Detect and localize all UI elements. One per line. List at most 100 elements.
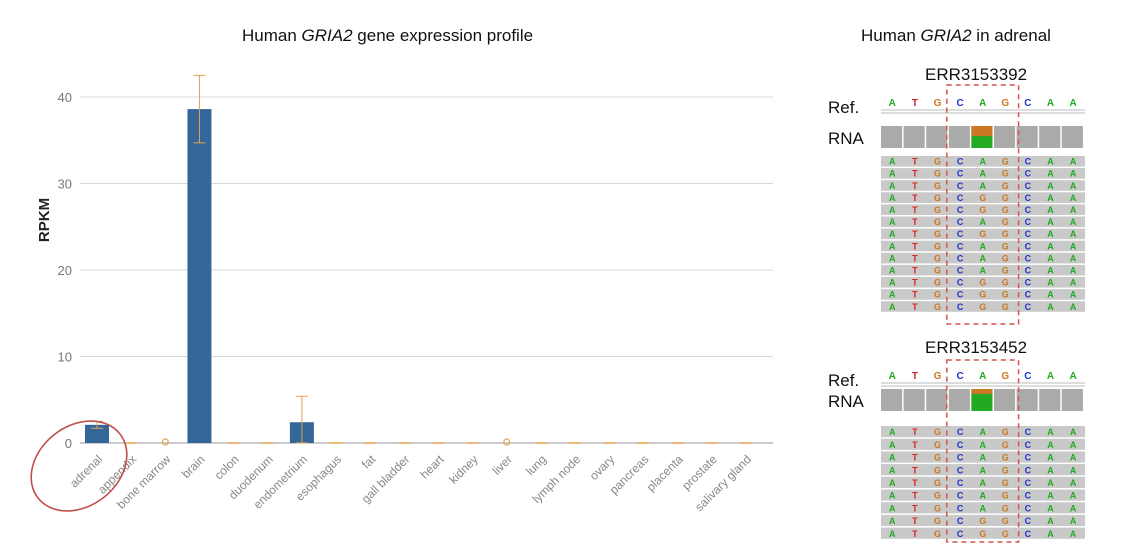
left-title-gene: GRIA2 <box>301 26 353 45</box>
read-base: G <box>1002 516 1009 526</box>
read-base: G <box>1002 491 1009 501</box>
coverage-bar <box>1039 389 1061 411</box>
read-base: G <box>979 229 986 239</box>
read-row <box>881 228 1085 240</box>
read-base: C <box>957 453 964 463</box>
read-base: A <box>1047 266 1054 276</box>
ref-base: A <box>889 371 896 382</box>
bar-liver <box>503 438 511 446</box>
bar-adrenal <box>85 424 109 443</box>
read-base: C <box>957 516 964 526</box>
alignment-track: A T G C A G C A AA T G C A G C A AA T G C A G C A AA T G C A G C A AA T G C… <box>881 84 1085 325</box>
read-base: A <box>889 440 896 450</box>
read-base: C <box>1025 217 1032 227</box>
read-base: C <box>1025 453 1032 463</box>
read-base: A <box>889 205 896 215</box>
read-base: T <box>912 440 918 450</box>
read-base: A <box>1047 453 1054 463</box>
read-base: G <box>979 290 986 300</box>
coverage-snp-G <box>971 126 993 137</box>
read-base: G <box>934 193 941 203</box>
coverage-snp-G <box>971 389 993 394</box>
read-base: C <box>957 217 964 227</box>
read-base: C <box>957 440 964 450</box>
read-base: C <box>1025 169 1032 179</box>
y-axis-label: RPKM <box>36 198 53 242</box>
read-base: A <box>1070 302 1077 312</box>
read-base: T <box>912 266 918 276</box>
read-base: C <box>957 290 964 300</box>
read-base: A <box>1070 503 1077 513</box>
read-row <box>881 252 1085 264</box>
read-row <box>881 489 1085 501</box>
coverage-bar <box>948 126 970 148</box>
read-base: A <box>889 229 896 239</box>
read-base: G <box>1002 193 1009 203</box>
coverage-bar <box>903 126 925 148</box>
read-base: C <box>957 229 964 239</box>
coverage-bar <box>1061 126 1083 148</box>
read-base: A <box>1070 181 1077 191</box>
read-base: G <box>979 529 986 539</box>
read-base: G <box>934 465 941 475</box>
read-base: C <box>1025 465 1032 475</box>
read-base: G <box>934 503 941 513</box>
read-base: C <box>1025 241 1032 251</box>
read-base: A <box>1070 290 1077 300</box>
read-base: A <box>1047 217 1054 227</box>
read-base: A <box>1070 278 1077 288</box>
ref-base: C <box>1024 371 1031 382</box>
read-base: C <box>1025 266 1032 276</box>
y-tick-label: 10 <box>58 350 72 365</box>
run-id-label: ERR3153452 <box>925 338 1028 357</box>
read-base: A <box>1047 302 1054 312</box>
read-base: C <box>957 266 964 276</box>
read-base: C <box>1025 302 1032 312</box>
rna-row-label: RNA <box>828 392 864 411</box>
read-base: G <box>1002 478 1009 488</box>
ref-base: A <box>1069 371 1076 382</box>
bar-brain <box>187 109 212 444</box>
y-tick-label: 40 <box>58 90 72 105</box>
read-base: T <box>912 302 918 312</box>
ref-base: A <box>1069 98 1076 109</box>
read-row <box>881 514 1085 527</box>
read-row <box>881 277 1085 288</box>
read-base: A <box>1047 503 1054 513</box>
read-base: G <box>934 529 941 539</box>
read-base: G <box>1002 241 1009 251</box>
read-base: T <box>912 241 918 251</box>
read-base: G <box>1002 229 1009 239</box>
read-base: C <box>957 491 964 501</box>
read-base: C <box>957 169 964 179</box>
read-base: A <box>889 278 896 288</box>
read-base: G <box>1002 302 1009 312</box>
coverage-bar <box>926 126 948 148</box>
read-base: A <box>1047 491 1054 501</box>
read-base: A <box>1047 440 1054 450</box>
coverage-bar <box>994 389 1016 411</box>
read-base: G <box>934 278 941 288</box>
read-row <box>881 464 1085 476</box>
left-panel-title: Human GRIA2 gene expression profile <box>242 26 533 46</box>
read-row <box>881 451 1085 463</box>
read-base: G <box>934 453 941 463</box>
read-base: C <box>957 241 964 251</box>
read-base: G <box>1002 465 1009 475</box>
read-base: G <box>1002 253 1009 263</box>
ref-base: C <box>956 98 963 109</box>
read-base: G <box>1002 266 1009 276</box>
read-base: T <box>912 253 918 263</box>
read-base: A <box>889 193 896 203</box>
read-base: G <box>934 217 941 227</box>
read-base: C <box>1025 205 1032 215</box>
x-tick-label: lung <box>523 452 549 478</box>
read-base: A <box>1070 478 1077 488</box>
read-base: G <box>1002 427 1009 437</box>
ref-base: C <box>1024 98 1031 109</box>
ref-base: A <box>1047 98 1054 109</box>
read-row <box>881 438 1085 450</box>
right-title-suffix: in adrenal <box>971 26 1051 45</box>
ref-base: G <box>1001 98 1009 109</box>
read-base: C <box>957 253 964 263</box>
